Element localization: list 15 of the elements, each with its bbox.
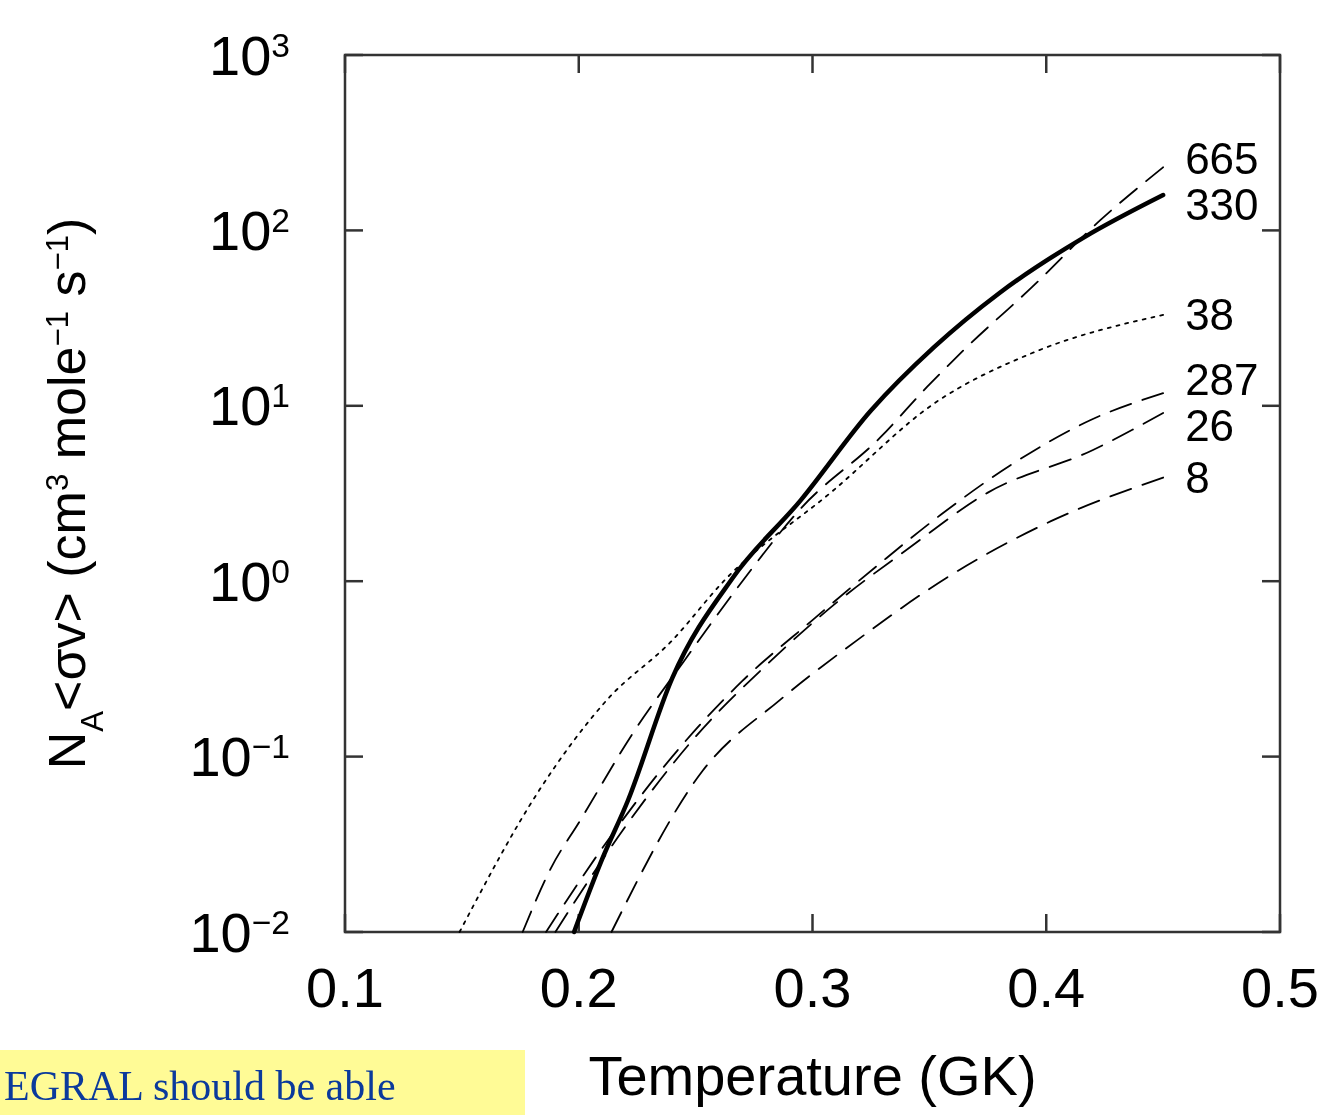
y-tick-label: 10$^{1}$ (209, 374, 290, 438)
x-tick-label: 0.5 (1241, 956, 1319, 1019)
x-axis-title: Temperature (GK) (588, 1044, 1037, 1107)
x-tick-label: 0.3 (773, 956, 852, 1019)
y-tick-label: 10$^{−2}$ (189, 900, 290, 964)
series-label: 8 (1185, 452, 1210, 502)
y-tick-label: 10$^{−1}$ (189, 725, 290, 789)
x-tick-label: 0.1 (306, 956, 384, 1019)
series-label: 38 (1185, 290, 1235, 340)
y-tick-label: 10$^{2}$ (209, 199, 290, 262)
text: EGRAL should be able (4, 1063, 396, 1109)
y-tick-label: 10$^{3}$ (209, 23, 290, 87)
y-tick-label: 10$^{0}$ (209, 549, 290, 613)
x-tick-label: 0.2 (539, 956, 618, 1019)
x-tick-label: 0.4 (1007, 956, 1086, 1019)
